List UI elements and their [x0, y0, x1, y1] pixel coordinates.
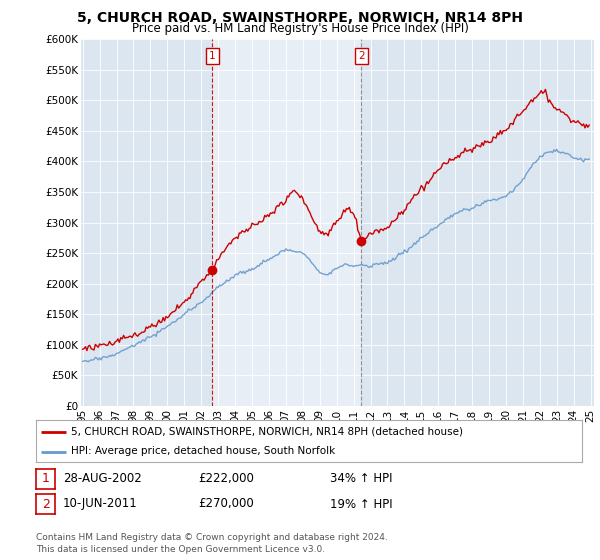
Text: 5, CHURCH ROAD, SWAINSTHORPE, NORWICH, NR14 8PH: 5, CHURCH ROAD, SWAINSTHORPE, NORWICH, N…: [77, 11, 523, 25]
Bar: [212, 39, 361, 406]
Text: 5, CHURCH ROAD, SWAINSTHORPE, NORWICH, NR14 8PH (detached house): 5, CHURCH ROAD, SWAINSTHORPE, NORWICH, N…: [71, 427, 463, 437]
Text: 10-JUN-2011: 10-JUN-2011: [63, 497, 138, 511]
Text: £270,000: £270,000: [198, 497, 254, 511]
Text: 19% ↑ HPI: 19% ↑ HPI: [330, 497, 392, 511]
Text: 1: 1: [41, 472, 50, 486]
Text: HPI: Average price, detached house, South Norfolk: HPI: Average price, detached house, Sout…: [71, 446, 336, 456]
Text: 2: 2: [358, 51, 365, 60]
Text: 34% ↑ HPI: 34% ↑ HPI: [330, 472, 392, 486]
Text: £222,000: £222,000: [198, 472, 254, 486]
Text: Price paid vs. HM Land Registry's House Price Index (HPI): Price paid vs. HM Land Registry's House …: [131, 22, 469, 35]
Text: Contains HM Land Registry data © Crown copyright and database right 2024.
This d: Contains HM Land Registry data © Crown c…: [36, 533, 388, 554]
Text: 2: 2: [41, 497, 50, 511]
Bar: [212, 39, 361, 406]
Text: 28-AUG-2002: 28-AUG-2002: [63, 472, 142, 486]
Text: 1: 1: [209, 51, 215, 60]
